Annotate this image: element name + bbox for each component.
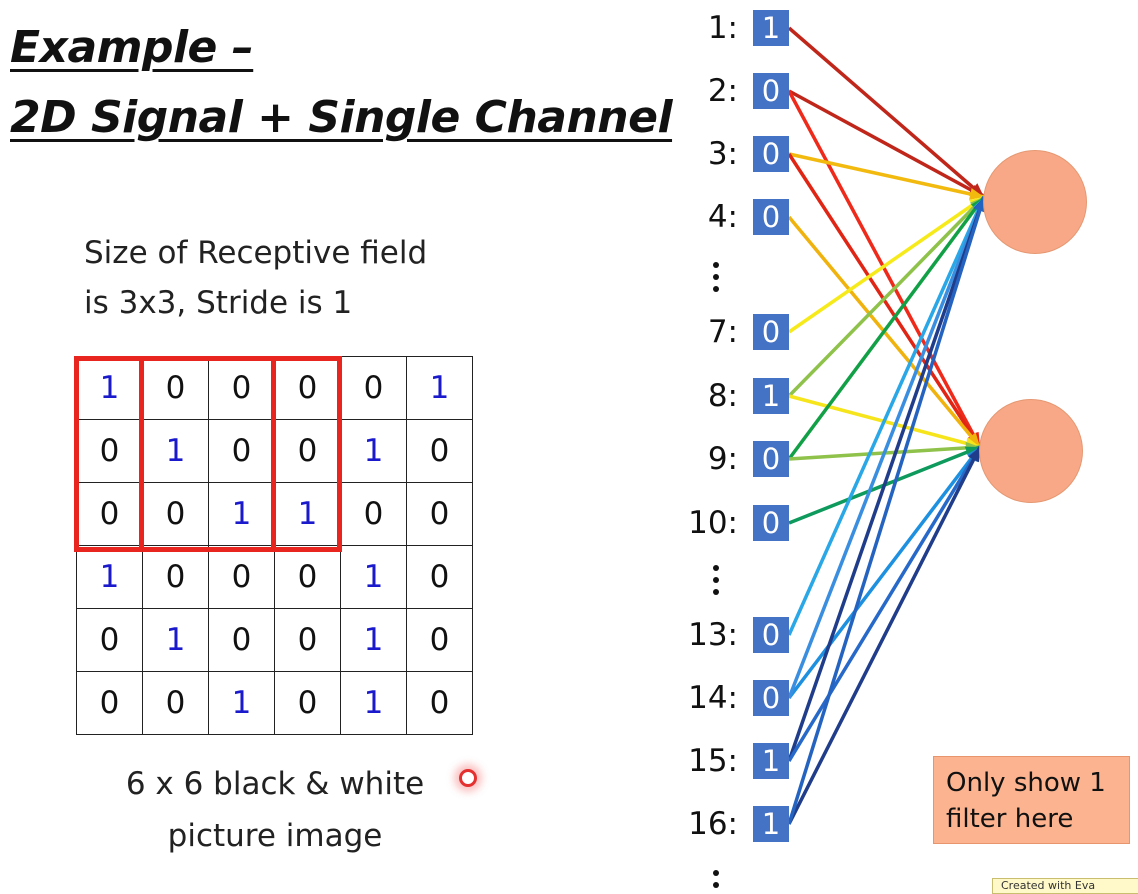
connection-edge	[787, 196, 986, 825]
image-caption: 6 x 6 black & white picture image	[100, 758, 450, 862]
input-value-box: 1	[753, 10, 789, 46]
ellipsis-icon	[713, 565, 721, 601]
grid-cell: 1	[208, 671, 275, 735]
connection-edge	[788, 195, 985, 334]
grid-cell: 1	[208, 482, 275, 546]
connection-edge	[787, 196, 986, 699]
input-index-label: 4:	[707, 199, 738, 235]
input-value-box: 0	[753, 73, 789, 109]
input-value-box: 0	[753, 680, 789, 716]
grid-cell: 0	[274, 419, 341, 483]
grid-cell: 1	[142, 419, 209, 483]
grid-cell: 0	[76, 482, 143, 546]
connection-edge	[787, 446, 982, 762]
grid-cell: 0	[76, 671, 143, 735]
caption-line-1: 6 x 6 black & white	[125, 766, 425, 802]
grid-cell: 1	[76, 545, 143, 609]
input-index-label: 9:	[707, 441, 738, 477]
title-line-1: Example –	[10, 22, 254, 73]
connection-edge	[787, 196, 986, 636]
grid-cell: 0	[406, 545, 473, 609]
grid-cell: 0	[208, 608, 275, 672]
arrowhead-icon	[969, 188, 984, 200]
grid-cell: 0	[76, 419, 143, 483]
input-value-box: 1	[753, 806, 789, 842]
neuron-2	[979, 399, 1083, 503]
grid-cell: 0	[76, 608, 143, 672]
note-line-2: filter here	[946, 804, 1074, 834]
input-value-box: 0	[753, 441, 789, 477]
grid-cell: 0	[274, 608, 341, 672]
input-index-label: 14:	[688, 680, 738, 716]
receptive-field-description: Size of Receptive field is 3x3, Stride i…	[84, 228, 427, 328]
description-line-1: Size of Receptive field	[84, 235, 428, 271]
connection-edge	[787, 195, 986, 461]
connection-edge	[787, 445, 982, 700]
neuron-1	[983, 150, 1087, 254]
connection-edge	[788, 89, 985, 199]
arrowhead-icon	[966, 432, 980, 447]
input-index-label: 16:	[688, 806, 738, 842]
connection-edge	[787, 446, 982, 825]
filter-note: Only show 1 filter here	[933, 756, 1130, 844]
ellipsis-icon	[713, 870, 721, 894]
connection-edge	[787, 26, 986, 199]
pointer-dot-icon	[459, 769, 477, 787]
arrowhead-icon	[974, 197, 986, 213]
input-value-box: 1	[753, 743, 789, 779]
ellipsis-icon	[713, 262, 721, 298]
note-line-1: Only show 1	[946, 768, 1106, 798]
input-index-label: 7:	[707, 314, 738, 350]
input-index-label: 8:	[707, 378, 738, 414]
input-value-box: 1	[753, 378, 789, 414]
grid-cell: 1	[340, 545, 407, 609]
grid-cell: 0	[406, 608, 473, 672]
grid-cell: 0	[340, 356, 407, 420]
input-index-label: 3:	[707, 136, 738, 172]
grid-cell: 1	[142, 608, 209, 672]
input-index-label: 15:	[688, 743, 738, 779]
input-index-label: 1:	[707, 10, 738, 46]
grid-cell: 0	[406, 419, 473, 483]
grid-cell: 1	[406, 356, 473, 420]
input-index-label: 10:	[688, 505, 738, 541]
input-value-box: 0	[753, 505, 789, 541]
grid-cell: 0	[142, 671, 209, 735]
input-value-box: 0	[753, 314, 789, 350]
grid-cell: 0	[142, 482, 209, 546]
grid-cell: 1	[340, 608, 407, 672]
description-line-2: is 3x3, Stride is 1	[84, 285, 353, 321]
grid-cell: 0	[406, 482, 473, 546]
grid-cell: 0	[274, 671, 341, 735]
title-line-2: 2D Signal + Single Channel	[10, 92, 673, 143]
connection-edge	[788, 152, 985, 199]
input-index-label: 2:	[707, 73, 738, 109]
caption-line-2: picture image	[167, 818, 383, 854]
input-value-box: 0	[753, 199, 789, 235]
grid-cell: 1	[340, 671, 407, 735]
grid-cell: 0	[406, 671, 473, 735]
input-value-box: 0	[753, 617, 789, 653]
input-value-box: 0	[753, 136, 789, 172]
grid-cell: 0	[208, 419, 275, 483]
input-index-label: 13:	[688, 617, 738, 653]
arrowhead-icon	[968, 447, 980, 463]
connection-edge	[787, 90, 982, 448]
connection-edge	[787, 195, 986, 398]
connection-edge	[787, 196, 986, 762]
